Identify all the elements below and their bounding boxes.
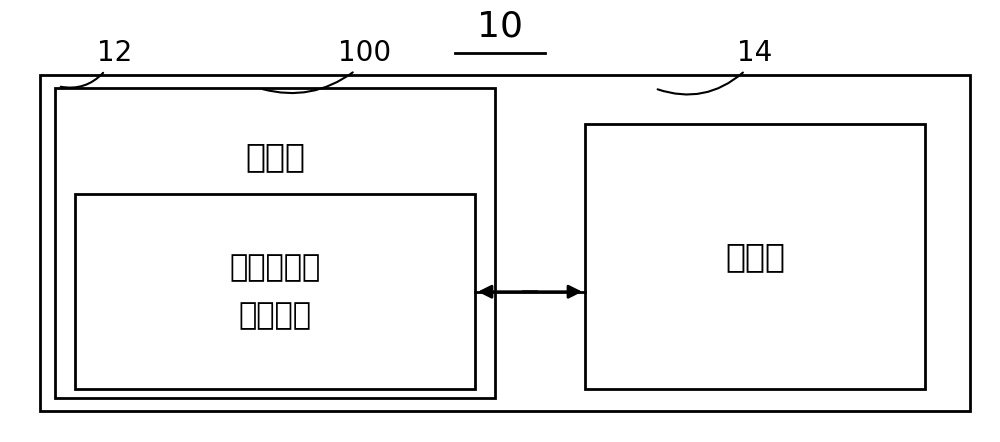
Text: 存储器: 存储器 [245,140,305,173]
Text: 处理器: 处理器 [725,240,785,273]
Bar [55,88,495,398]
Bar [75,194,475,389]
Bar [585,124,925,389]
Text: 14: 14 [737,39,773,67]
Text: 充放电数据
处理装置: 充放电数据 处理装置 [229,254,321,330]
Text: 12: 12 [97,39,133,67]
Bar [40,75,970,411]
Text: 100: 100 [338,39,392,67]
Text: 10: 10 [477,10,523,43]
